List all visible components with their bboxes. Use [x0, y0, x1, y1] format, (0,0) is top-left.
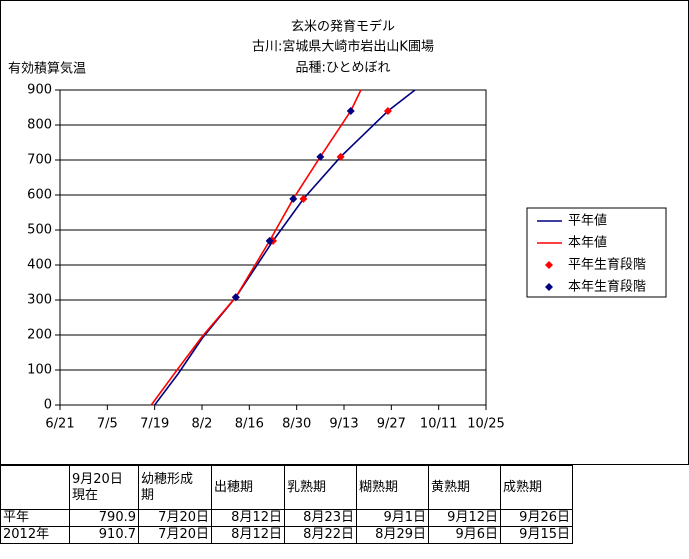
table-cell: 910.7: [69, 526, 139, 544]
stage-marker: [289, 194, 298, 203]
stage-marker: [299, 194, 308, 203]
chart-title: 玄米の発育モデル: [291, 19, 395, 35]
table-cell: 乳熟期: [284, 465, 357, 510]
table-cell: 平年: [0, 509, 70, 527]
stage-marker: [383, 107, 392, 115]
y-axis-title: 有効積算気温: [8, 61, 86, 77]
table-cell: 2012年: [0, 526, 70, 544]
y-tick-label: 100: [27, 363, 52, 378]
table-row: 平年 790.9 7月20日 8月12日 8月23日 9月1日 9月12日 9月26日: [0, 509, 573, 527]
x-tick-label: 8/30: [282, 417, 311, 432]
table-cell: 7月20日: [138, 526, 212, 544]
table-cell: 7月20日: [138, 509, 212, 527]
legend-swatch: [545, 261, 553, 269]
table-cell: 成熟期: [500, 465, 573, 510]
table-cell: 8月12日: [211, 526, 285, 544]
y-tick-label: 800: [27, 118, 52, 133]
x-tick-label: 8/16: [235, 417, 264, 432]
stage-marker: [265, 236, 274, 245]
table-cell: 8月12日: [211, 509, 285, 527]
y-tick-label: 200: [27, 328, 52, 343]
x-tick-label: 8/2: [192, 417, 213, 432]
table-cell: 8月23日: [284, 509, 357, 527]
x-tick-label: 9/27: [377, 417, 406, 432]
y-tick-label: 400: [27, 258, 52, 273]
table-cell: 9月26日: [500, 509, 573, 527]
table-cell: 8月22日: [284, 526, 357, 544]
table-cell: 糊熟期: [356, 465, 429, 510]
x-tick-label: 6/21: [45, 417, 74, 432]
legend-label: 本年値: [568, 235, 607, 251]
legend-swatch: [545, 283, 553, 291]
x-tick-label: 9/13: [329, 417, 358, 432]
y-tick-label: 0: [44, 398, 52, 413]
legend-label: 本年生育段階: [568, 279, 646, 295]
y-tick-label: 300: [27, 293, 52, 308]
table-cell: 9月20日 現在: [69, 465, 139, 510]
y-tick-label: 600: [27, 188, 52, 203]
table-cell: 9月12日: [428, 509, 501, 527]
x-tick-label: 10/11: [420, 417, 457, 432]
x-tick-label: 7/5: [97, 417, 118, 432]
y-tick-label: 500: [27, 223, 52, 238]
table-cell: 8月29日: [356, 526, 429, 544]
chart: 玄米の発育モデル 古川:宮城県大崎市岩出山K圃場 品種:ひとめぼれ 有効積算気温…: [0, 0, 689, 465]
stage-marker: [346, 107, 355, 115]
table-header-row: 9月20日 現在 幼穂形成 期出穂期 乳熟期 糊熟期 黄熟期 成熟期: [0, 465, 573, 510]
table-row: 2012年 910.7 7月20日 8月12日 8月22日 8月29日 9月6日 9月15日: [0, 526, 573, 544]
y-tick-label: 700: [27, 153, 52, 168]
legend-box: [526, 207, 667, 298]
stage-marker: [316, 152, 325, 161]
data-table: 9月20日 現在 幼穂形成 期出穂期 乳熟期 糊熟期 黄熟期 成熟期 平年 790.9 7月2…: [0, 465, 573, 544]
x-tick-label: 7/19: [140, 417, 169, 432]
table-cell: 9月15日: [500, 526, 573, 544]
table-cell: 790.9: [69, 509, 139, 527]
legend-label: 平年生育段階: [568, 257, 646, 273]
stage-marker: [336, 152, 345, 161]
table-cell: 9月1日: [356, 509, 429, 527]
x-tick-label: 10/25: [467, 417, 504, 432]
plot-area: [59, 89, 487, 406]
chart-subtitle: 品種:ひとめぼれ: [296, 60, 391, 76]
stage-marker: [231, 293, 240, 302]
table-cell: 黄熟期: [428, 465, 501, 510]
chart-subtitle: 古川:宮城県大崎市岩出山K圃場: [252, 39, 434, 55]
table-cell: 出穂期: [211, 465, 285, 510]
table-cell: 9月6日: [428, 526, 501, 544]
legend-label: 平年値: [568, 213, 607, 229]
table-cell: [0, 465, 70, 510]
table-cell: 幼穂形成 期: [138, 465, 212, 510]
y-tick-label: 900: [27, 83, 52, 98]
